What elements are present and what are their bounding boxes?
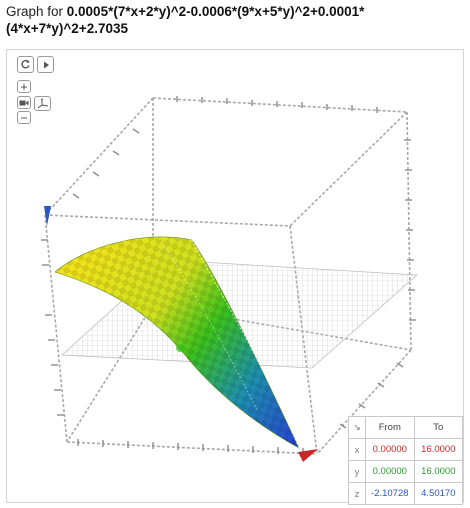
reset-view-button[interactable] bbox=[17, 56, 34, 73]
axes-toggle-button[interactable] bbox=[34, 96, 51, 111]
surface-plot bbox=[54, 234, 300, 449]
z-to-value[interactable]: 4.50170 bbox=[413, 482, 464, 505]
range-row-y: y 0.00000 16.0000 bbox=[348, 460, 464, 483]
y-from-value[interactable]: 0.00000 bbox=[364, 460, 415, 483]
x-from-value[interactable]: 0.00000 bbox=[364, 438, 415, 461]
y-to-value[interactable]: 16.0000 bbox=[413, 460, 464, 483]
plot-canvas[interactable] bbox=[7, 50, 463, 502]
graph-viewport[interactable]: + − ↘ From To x 0.00000 16.0000 y 0.0000… bbox=[6, 49, 464, 505]
range-table-header: ↘ From To bbox=[348, 416, 464, 439]
range-row-x: x 0.00000 16.0000 bbox=[348, 438, 464, 461]
reset-view-icon bbox=[21, 59, 30, 69]
from-header: From bbox=[364, 416, 415, 439]
range-table-corner-icon: ↘ bbox=[348, 416, 366, 439]
axes-icon bbox=[37, 98, 48, 109]
axis-label-y: y bbox=[348, 460, 366, 483]
play-button[interactable] bbox=[37, 56, 54, 73]
x-to-value[interactable]: 16.0000 bbox=[413, 438, 464, 461]
axis-range-table: ↘ From To x 0.00000 16.0000 y 0.00000 16… bbox=[348, 416, 464, 505]
title-expression: 0.0005*(7*x+2*y)^2-0.0006*(9*x+5*y)^2+0.… bbox=[6, 4, 365, 36]
zoom-out-button[interactable]: − bbox=[17, 111, 31, 125]
range-row-z: z -2.10728 4.50170 bbox=[348, 482, 464, 505]
camera-button[interactable] bbox=[17, 96, 31, 109]
axis-ticks bbox=[41, 96, 416, 455]
camera-icon bbox=[19, 100, 29, 105]
z-from-value[interactable]: -2.10728 bbox=[364, 482, 415, 505]
to-header: To bbox=[413, 416, 464, 439]
zoom-in-button[interactable]: + bbox=[17, 80, 31, 94]
axis-label-z: z bbox=[348, 482, 366, 505]
axis-label-x: x bbox=[348, 438, 366, 461]
play-icon bbox=[43, 61, 49, 68]
title-prefix: Graph for bbox=[6, 4, 67, 19]
z-axis-marker bbox=[44, 206, 51, 226]
graph-title: Graph for 0.0005*(7*x+2*y)^2-0.0006*(9*x… bbox=[6, 3, 468, 37]
x-axis-marker bbox=[298, 449, 318, 462]
